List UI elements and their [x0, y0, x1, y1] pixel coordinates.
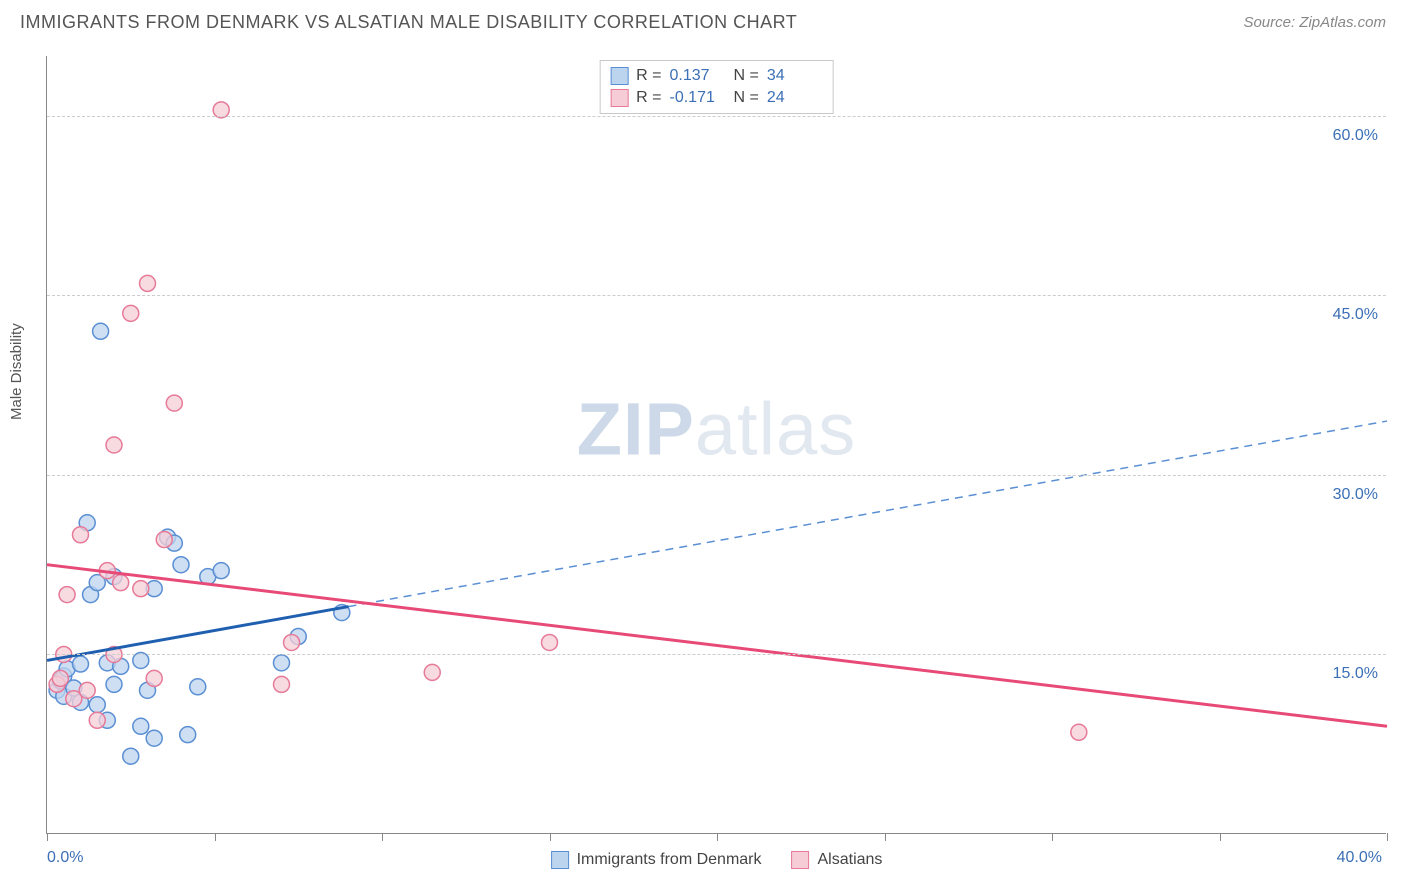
y-tick-label: 30.0%	[1333, 486, 1378, 504]
data-point-alsatians	[1071, 724, 1087, 740]
data-point-denmark	[93, 323, 109, 339]
series-legend: Immigrants from Denmark Alsatians	[551, 851, 883, 869]
source-label: Source: ZipAtlas.com	[1243, 14, 1386, 31]
legend-swatch-denmark	[610, 67, 628, 85]
gridline-h	[47, 116, 1386, 117]
x-tick	[382, 833, 383, 841]
data-point-alsatians	[140, 275, 156, 291]
x-tick	[47, 833, 48, 841]
x-tick-label: 0.0%	[47, 849, 83, 867]
y-axis-label: Male Disability	[8, 323, 25, 420]
n-value-denmark: 34	[767, 67, 823, 85]
legend-item-alsatians: Alsatians	[792, 851, 883, 869]
x-tick	[1387, 833, 1388, 841]
data-point-alsatians	[166, 395, 182, 411]
legend-row-alsatians: R = -0.171 N = 24	[610, 87, 823, 109]
gridline-h	[47, 654, 1386, 655]
data-point-alsatians	[59, 587, 75, 603]
data-point-alsatians	[424, 664, 440, 680]
data-point-denmark	[274, 655, 290, 671]
r-value-alsatians: -0.171	[670, 89, 726, 107]
legend-label-alsatians: Alsatians	[818, 851, 883, 869]
x-tick	[717, 833, 718, 841]
legend-row-denmark: R = 0.137 N = 34	[610, 65, 823, 87]
chart-plot-area: ZIPatlas R = 0.137 N = 34 R = -0.171 N =…	[46, 56, 1386, 834]
data-point-alsatians	[284, 634, 300, 650]
y-tick-label: 60.0%	[1333, 127, 1378, 145]
x-tick	[1220, 833, 1221, 841]
data-point-denmark	[89, 697, 105, 713]
data-point-denmark	[146, 730, 162, 746]
x-tick	[1052, 833, 1053, 841]
gridline-h	[47, 295, 1386, 296]
legend-swatch-alsatians	[610, 89, 628, 107]
data-point-denmark	[180, 727, 196, 743]
data-point-denmark	[133, 718, 149, 734]
chart-title: IMMIGRANTS FROM DENMARK VS ALSATIAN MALE…	[20, 12, 797, 33]
data-point-alsatians	[113, 575, 129, 591]
legend-item-denmark: Immigrants from Denmark	[551, 851, 762, 869]
data-point-denmark	[190, 679, 206, 695]
correlation-legend: R = 0.137 N = 34 R = -0.171 N = 24	[599, 60, 834, 114]
legend-swatch-denmark-bottom	[551, 851, 569, 869]
r-value-denmark: 0.137	[670, 67, 726, 85]
data-point-denmark	[73, 656, 89, 672]
data-point-alsatians	[73, 527, 89, 543]
x-tick	[550, 833, 551, 841]
legend-label-denmark: Immigrants from Denmark	[577, 851, 762, 869]
data-point-denmark	[123, 748, 139, 764]
data-point-alsatians	[146, 670, 162, 686]
data-point-alsatians	[542, 634, 558, 650]
header: IMMIGRANTS FROM DENMARK VS ALSATIAN MALE…	[0, 0, 1406, 41]
gridline-h	[47, 475, 1386, 476]
x-tick	[885, 833, 886, 841]
n-value-alsatians: 24	[767, 89, 823, 107]
scatter-plot-svg	[47, 56, 1386, 833]
data-point-denmark	[173, 557, 189, 573]
data-point-alsatians	[133, 581, 149, 597]
data-point-alsatians	[156, 532, 172, 548]
data-point-alsatians	[106, 437, 122, 453]
data-point-denmark	[213, 563, 229, 579]
x-tick	[215, 833, 216, 841]
data-point-alsatians	[274, 676, 290, 692]
data-point-denmark	[106, 676, 122, 692]
data-point-alsatians	[123, 305, 139, 321]
legend-swatch-alsatians-bottom	[792, 851, 810, 869]
data-point-alsatians	[79, 682, 95, 698]
x-tick-label: 40.0%	[1337, 849, 1382, 867]
y-tick-label: 45.0%	[1333, 306, 1378, 324]
y-tick-label: 15.0%	[1333, 665, 1378, 683]
data-point-alsatians	[52, 670, 68, 686]
data-point-alsatians	[89, 712, 105, 728]
